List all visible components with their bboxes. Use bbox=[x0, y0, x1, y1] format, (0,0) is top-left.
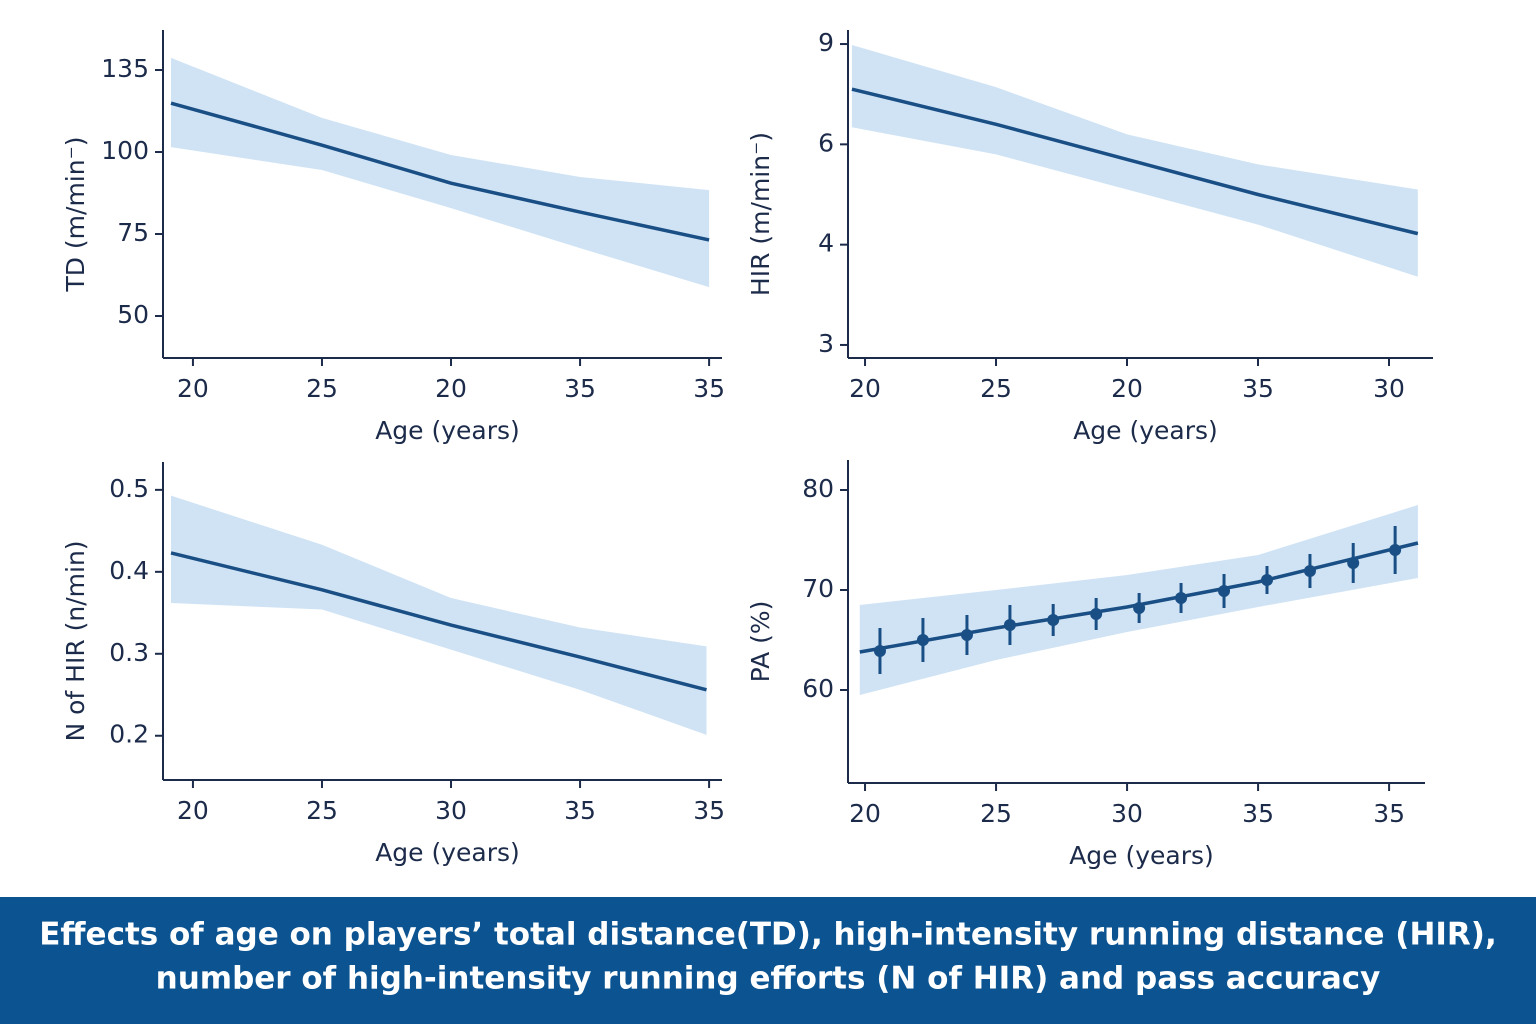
y-tick-label: 100 bbox=[101, 136, 149, 165]
x-tick-label: 35 bbox=[693, 796, 725, 825]
x-tick-label: 25 bbox=[306, 796, 338, 825]
y-tick-label: 0.2 bbox=[109, 720, 149, 749]
data-point bbox=[916, 634, 929, 646]
y-axis-label: TD (m/min⁻) bbox=[61, 136, 90, 292]
trend-line bbox=[170, 551, 707, 692]
x-tick-label: 20 bbox=[177, 374, 209, 403]
y-tick-label: 135 bbox=[101, 54, 149, 83]
x-tick-label: 20 bbox=[849, 374, 881, 403]
x-axis-label: Age (years) bbox=[375, 416, 520, 445]
x-tick-label: 20 bbox=[849, 799, 881, 828]
trend-line bbox=[851, 87, 1419, 236]
data-point bbox=[1175, 592, 1188, 604]
y-tick-label: 0.4 bbox=[109, 556, 149, 585]
x-axis-label: Age (years) bbox=[1069, 841, 1214, 870]
y-tick-label: 0.3 bbox=[109, 638, 149, 667]
x-tick-label: 35 bbox=[1373, 799, 1405, 828]
data-point bbox=[1133, 602, 1146, 614]
y-tick-label: 80 bbox=[802, 474, 834, 503]
x-axis-label: Age (years) bbox=[1073, 416, 1218, 445]
caption-line: number of high-intensity running efforts… bbox=[156, 961, 1381, 997]
x-tick-label: 30 bbox=[1373, 374, 1405, 403]
data-point bbox=[1347, 557, 1360, 569]
caption-banner bbox=[0, 897, 1536, 1024]
y-tick-label: 70 bbox=[802, 574, 834, 603]
data-point bbox=[1047, 614, 1060, 626]
x-tick-label: 35 bbox=[1242, 374, 1274, 403]
x-tick-label: 35 bbox=[1242, 799, 1274, 828]
data-point bbox=[1003, 619, 1016, 631]
y-tick-label: 4 bbox=[818, 229, 834, 258]
x-tick-label: 25 bbox=[306, 374, 338, 403]
y-tick-label: 60 bbox=[802, 674, 834, 703]
x-tick-label: 20 bbox=[1111, 374, 1143, 403]
y-tick-label: 3 bbox=[818, 329, 834, 358]
data-point bbox=[1260, 574, 1273, 586]
y-tick-label: 9 bbox=[818, 28, 834, 57]
data-point bbox=[960, 629, 973, 641]
x-tick-label: 35 bbox=[564, 796, 596, 825]
y-tick-label: 75 bbox=[117, 218, 149, 247]
x-tick-label: 20 bbox=[435, 374, 467, 403]
trend-line bbox=[170, 101, 710, 242]
x-tick-label: 30 bbox=[435, 796, 467, 825]
y-axis-label: N of HIR (n/min) bbox=[61, 540, 90, 741]
y-tick-label: 6 bbox=[818, 128, 834, 157]
data-point bbox=[1303, 565, 1316, 577]
confidence-band bbox=[171, 57, 710, 288]
data-point bbox=[1218, 585, 1231, 597]
y-tick-label: 0.5 bbox=[109, 474, 149, 503]
x-tick-label: 30 bbox=[1111, 799, 1143, 828]
caption-line: Effects of age on players’ total distanc… bbox=[39, 917, 1497, 953]
x-tick-label: 25 bbox=[980, 374, 1012, 403]
data-point bbox=[1389, 544, 1402, 556]
y-axis-label: PA (%) bbox=[746, 601, 775, 683]
x-axis-label: Age (years) bbox=[375, 838, 520, 867]
y-axis-label: HIR (m/min⁻) bbox=[746, 132, 775, 296]
x-tick-label: 35 bbox=[564, 374, 596, 403]
x-tick-label: 25 bbox=[980, 799, 1012, 828]
x-tick-label: 20 bbox=[177, 796, 209, 825]
data-point bbox=[873, 645, 886, 657]
x-tick-label: 35 bbox=[693, 374, 725, 403]
data-point bbox=[1090, 608, 1103, 620]
confidence-band bbox=[171, 495, 707, 735]
y-tick-label: 50 bbox=[117, 300, 149, 329]
